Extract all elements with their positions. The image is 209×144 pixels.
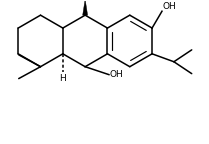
Text: OH: OH [163, 2, 177, 11]
Text: H: H [59, 74, 66, 83]
Polygon shape [83, 0, 88, 15]
Text: OH: OH [110, 70, 124, 79]
